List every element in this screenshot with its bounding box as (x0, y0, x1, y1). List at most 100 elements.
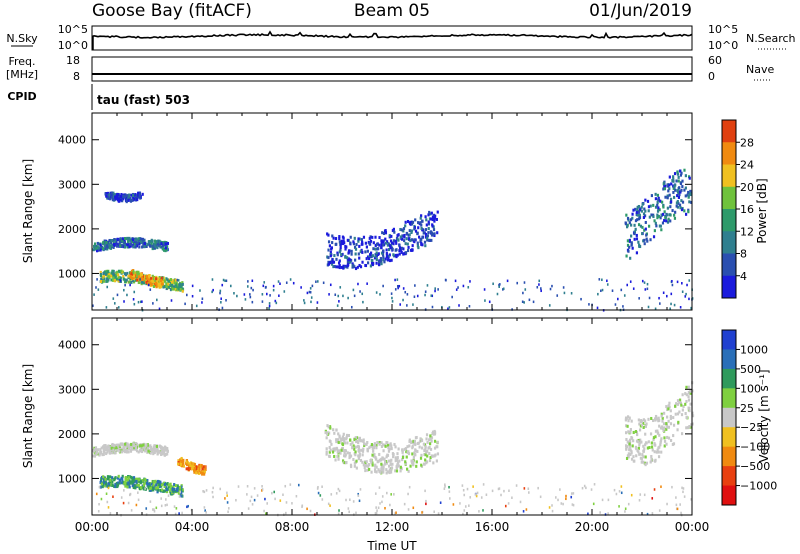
echo-cell (647, 209, 650, 213)
echo-speck (454, 279, 457, 283)
echo-cell (690, 423, 693, 427)
colorbar-tick-label: −1000 (740, 480, 777, 493)
echo-cell (166, 446, 169, 450)
echo-cell (626, 415, 630, 419)
echo-cell (680, 413, 684, 417)
colorbar-band (722, 446, 736, 467)
echo-cell (155, 444, 159, 448)
echo-cell (105, 241, 108, 245)
echo-speck (630, 493, 633, 497)
echo-cell (359, 265, 363, 269)
echo-cell (343, 454, 346, 458)
echo-cell (129, 199, 133, 203)
echo-cell (181, 461, 184, 465)
echo-cell (675, 402, 678, 406)
echo-speck (123, 489, 125, 492)
echo-cell (380, 246, 383, 250)
echo-speck (570, 292, 573, 295)
echo-cell (642, 215, 646, 219)
echo-speck (620, 485, 623, 488)
echo-cell (112, 448, 115, 452)
echo-speck (278, 294, 280, 297)
echo-cell (429, 447, 433, 451)
echo-speck (219, 291, 221, 295)
echo-cell (655, 224, 658, 228)
echo-speck (627, 502, 630, 506)
echo-cell (689, 189, 692, 193)
echo-cell (155, 240, 159, 244)
echo-speck (424, 489, 426, 493)
echo-speck (598, 278, 601, 281)
echo-cell (186, 463, 189, 467)
echo-speck (144, 487, 146, 490)
echo-cell (672, 190, 675, 194)
echo-cell (674, 404, 677, 408)
echo-cell (663, 439, 667, 443)
echo-speck (297, 483, 300, 487)
echo-cell (407, 245, 410, 249)
echo-cell (134, 445, 138, 449)
echo-cell (681, 200, 685, 204)
echo-cell (384, 231, 388, 235)
echo-speck (474, 493, 477, 496)
echo-cell (326, 432, 329, 436)
echo-cell (341, 449, 344, 453)
echo-cell (669, 416, 672, 420)
echo-cell (680, 199, 683, 203)
echo-cell (149, 488, 152, 492)
echo-cell (111, 442, 114, 446)
velocity-xlabel: Time UT (366, 539, 417, 553)
echo-cell (422, 442, 425, 446)
echo-cell (630, 436, 634, 440)
echo-cell (362, 447, 365, 451)
echo-cell (107, 245, 111, 249)
echo-cell (628, 438, 632, 442)
echo-cell (431, 224, 434, 228)
echo-speck (538, 279, 541, 283)
echo-cell (365, 460, 368, 464)
echo-cell (369, 251, 373, 255)
echo-cell (169, 278, 173, 282)
echo-speck (382, 284, 384, 288)
cpid-label: CPID (7, 90, 36, 103)
echo-cell (688, 409, 691, 413)
echo-cell (177, 287, 180, 291)
echo-speck (338, 300, 340, 303)
x-tick-label: 00:00 (75, 520, 110, 534)
echo-cell (341, 447, 344, 451)
echo-cell (662, 203, 665, 207)
echo-cell (657, 419, 660, 423)
echo-cell (421, 446, 424, 450)
echo-cell (644, 209, 647, 213)
echo-cell (665, 219, 668, 223)
echo-cell (349, 463, 353, 467)
echo-cell (110, 191, 114, 195)
echo-speck (643, 281, 646, 284)
echo-cell (395, 248, 398, 252)
echo-cell (386, 240, 389, 244)
echo-cell (329, 260, 332, 264)
echo-cell (143, 242, 146, 246)
echo-speck (116, 293, 119, 297)
echo-cell (172, 279, 175, 283)
echo-speck (463, 493, 466, 497)
echo-cell (637, 240, 640, 244)
echo-cell (420, 439, 424, 443)
echo-cell (628, 245, 631, 249)
echo-cell (361, 449, 365, 453)
echo-speck (268, 306, 270, 310)
echo-cell (155, 483, 158, 487)
colorbar-tick-label: 28 (740, 136, 754, 149)
echo-cell (412, 441, 415, 445)
echo-cell (678, 169, 682, 173)
echo-cell (176, 484, 179, 488)
echo-cell (410, 222, 414, 226)
echo-cell (430, 231, 433, 235)
echo-cell (121, 237, 124, 241)
echo-cell (654, 415, 658, 419)
echo-cell (366, 449, 369, 453)
echo-cell (114, 483, 117, 487)
colorbar-tick-label: −25 (740, 421, 763, 434)
echo-cell (177, 462, 180, 466)
